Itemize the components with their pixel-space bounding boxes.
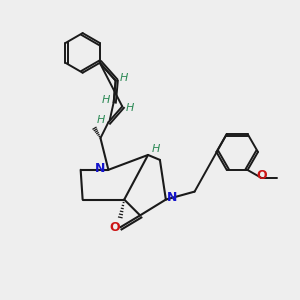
Text: O: O <box>256 169 267 182</box>
Text: N: N <box>167 191 177 204</box>
Text: H: H <box>101 95 110 106</box>
Text: H: H <box>152 144 160 154</box>
Text: N: N <box>95 162 106 175</box>
Text: H: H <box>126 103 134 113</box>
Text: O: O <box>109 221 120 234</box>
Text: H: H <box>96 115 105 125</box>
Text: H: H <box>119 73 128 83</box>
